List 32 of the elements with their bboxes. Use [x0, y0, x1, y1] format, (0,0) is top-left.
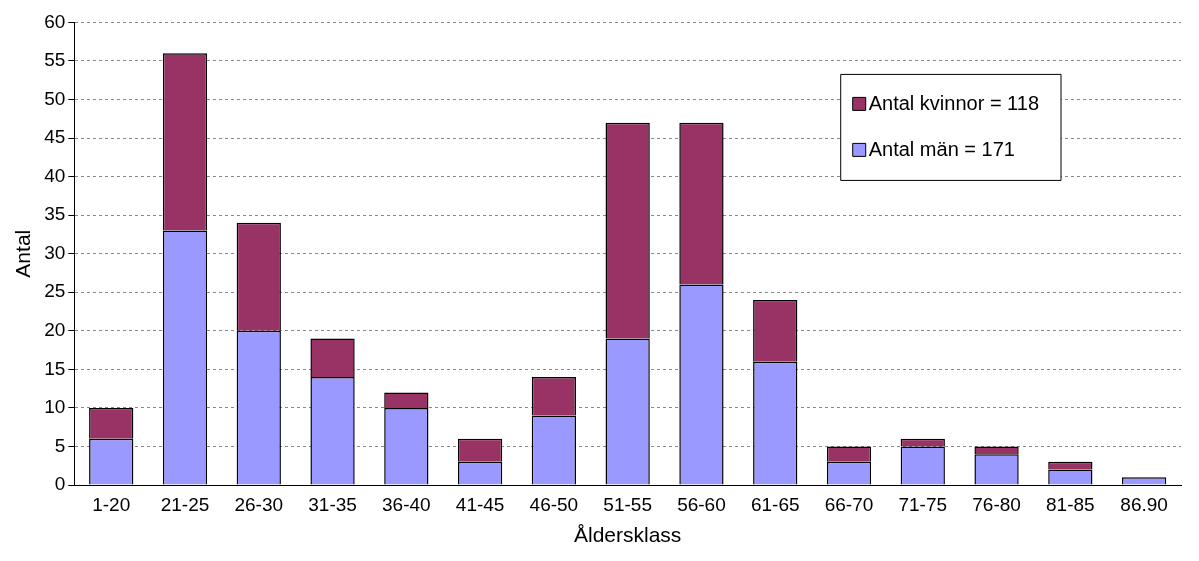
x-tick-label: 61-65	[750, 493, 800, 515]
legend-label: Antal kvinnor = 118	[868, 91, 1039, 114]
y-tick-label: 15	[44, 357, 66, 379]
y-tick-label: 0	[54, 473, 66, 495]
y-tick-label: 45	[44, 126, 66, 148]
x-tick-label: 1-20	[92, 493, 131, 515]
y-tick-label: 50	[44, 87, 66, 109]
x-tick-label: 56-60	[677, 493, 726, 515]
y-tick-label: 30	[44, 241, 66, 263]
y-tick-label: 10	[44, 396, 66, 418]
x-tick-label: 81-85	[1046, 493, 1095, 515]
x-tick-label: 26-30	[234, 493, 284, 515]
y-tick-label: 35	[44, 203, 66, 225]
y-tick-label: 20	[44, 319, 66, 341]
x-tick-label: 51-55	[603, 493, 652, 515]
x-tick-label: 66-70	[824, 493, 874, 515]
x-axis-title: Åldersklass	[573, 523, 682, 547]
x-tick-label: 31-35	[308, 493, 357, 515]
y-tick-label: 25	[44, 280, 66, 302]
y-tick-label: 55	[44, 49, 66, 71]
x-tick-label: 21-25	[160, 493, 210, 515]
y-axis-title: Antal	[11, 229, 35, 278]
legend-label: Antal män = 171	[868, 137, 1015, 160]
x-tick-label: 76-80	[972, 493, 1021, 515]
y-tick-label: 5	[54, 434, 66, 456]
x-tick-label: 86.90	[1120, 493, 1168, 515]
x-tick-label: 46-50	[529, 493, 579, 515]
y-tick-label: 40	[44, 164, 66, 186]
y-tick-label: 60	[44, 10, 66, 32]
x-tick-label: 71-75	[898, 493, 948, 515]
x-tick-label: 41-45	[455, 493, 505, 515]
x-tick-label: 36-40	[382, 493, 431, 515]
